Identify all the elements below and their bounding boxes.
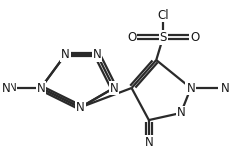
Text: N: N (93, 48, 102, 61)
Text: N: N (9, 83, 16, 93)
Text: N: N (2, 82, 10, 94)
Text: N: N (36, 82, 45, 94)
Text: N: N (144, 136, 153, 149)
Text: N: N (220, 82, 229, 94)
Text: N: N (61, 48, 70, 61)
Text: N: N (36, 82, 45, 94)
Text: N: N (110, 82, 118, 94)
Text: O: O (127, 31, 136, 44)
Text: N: N (110, 82, 118, 94)
Text: N: N (93, 48, 102, 61)
Text: N: N (61, 48, 70, 61)
Text: O: O (190, 31, 199, 44)
Text: N: N (76, 101, 85, 114)
Text: N: N (176, 106, 185, 119)
Text: Cl: Cl (157, 9, 169, 21)
Text: N: N (186, 82, 195, 94)
Text: S: S (160, 31, 167, 44)
